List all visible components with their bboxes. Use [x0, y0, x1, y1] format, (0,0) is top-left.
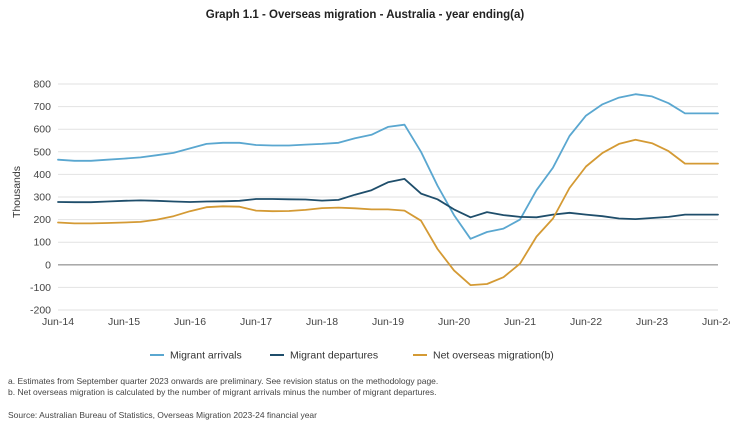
x-tick-label: Jun-23: [636, 316, 668, 328]
legend-label-1: Migrant departures: [290, 350, 378, 362]
x-tick-label: Jun-18: [306, 316, 338, 328]
footnote-b: b. Net overseas migration is calculated …: [8, 387, 437, 397]
y-axis-label: Thousands: [11, 166, 23, 218]
y-tick-label: 800: [33, 79, 51, 91]
y-tick-label: 600: [33, 124, 51, 136]
x-tick-label: Jun-15: [108, 316, 140, 328]
x-tick-label: Jun-21: [504, 316, 536, 328]
y-tick-label: -100: [30, 282, 51, 294]
x-tick-label: Jun-19: [372, 316, 404, 328]
y-tick-label: 100: [33, 237, 51, 249]
footnotes: a. Estimates from September quarter 2023…: [8, 376, 438, 398]
y-tick-label: 300: [33, 192, 51, 204]
series-layer: [57, 93, 719, 287]
x-tick-label: Jun-20: [438, 316, 470, 328]
series-line-2: [57, 138, 719, 287]
source-note: Source: Australian Bureau of Statistics,…: [8, 410, 317, 420]
x-tick-label: Jun-24: [702, 316, 730, 328]
legend-label-2: Net overseas migration(b): [433, 350, 554, 362]
y-tick-label: 500: [33, 146, 51, 158]
chart-title: Graph 1.1 - Overseas migration - Austral…: [205, 9, 525, 21]
y-tick-label: 0: [45, 259, 51, 271]
x-tick-label: Jun-17: [240, 316, 272, 328]
x-tick-label: Jun-22: [570, 316, 602, 328]
y-tick-label: 400: [33, 169, 51, 181]
series-line-0: [57, 93, 719, 240]
legend-label-0: Migrant arrivals: [170, 350, 242, 362]
x-tick-labels: Jun-14 Jun-15 Jun-16 Jun-17 Jun-18 Jun-19 Jun-…: [42, 316, 730, 328]
series-line-1: [57, 177, 719, 221]
y-tick-labels: 800 700 600 500 400 300 200 100 0 -100 -200: [30, 79, 51, 317]
grid-layer: [58, 83, 718, 311]
x-tick-label: Jun-16: [174, 316, 206, 328]
y-tick-label: 200: [33, 214, 51, 226]
y-tick-label: 700: [33, 101, 51, 113]
footnote-a: a. Estimates from September quarter 2023…: [8, 376, 439, 386]
x-tick-label: Jun-14: [42, 316, 74, 328]
y-tick-label: -200: [30, 305, 51, 317]
legend: Migrant arrivals Migrant departures Net ov…: [150, 350, 554, 362]
